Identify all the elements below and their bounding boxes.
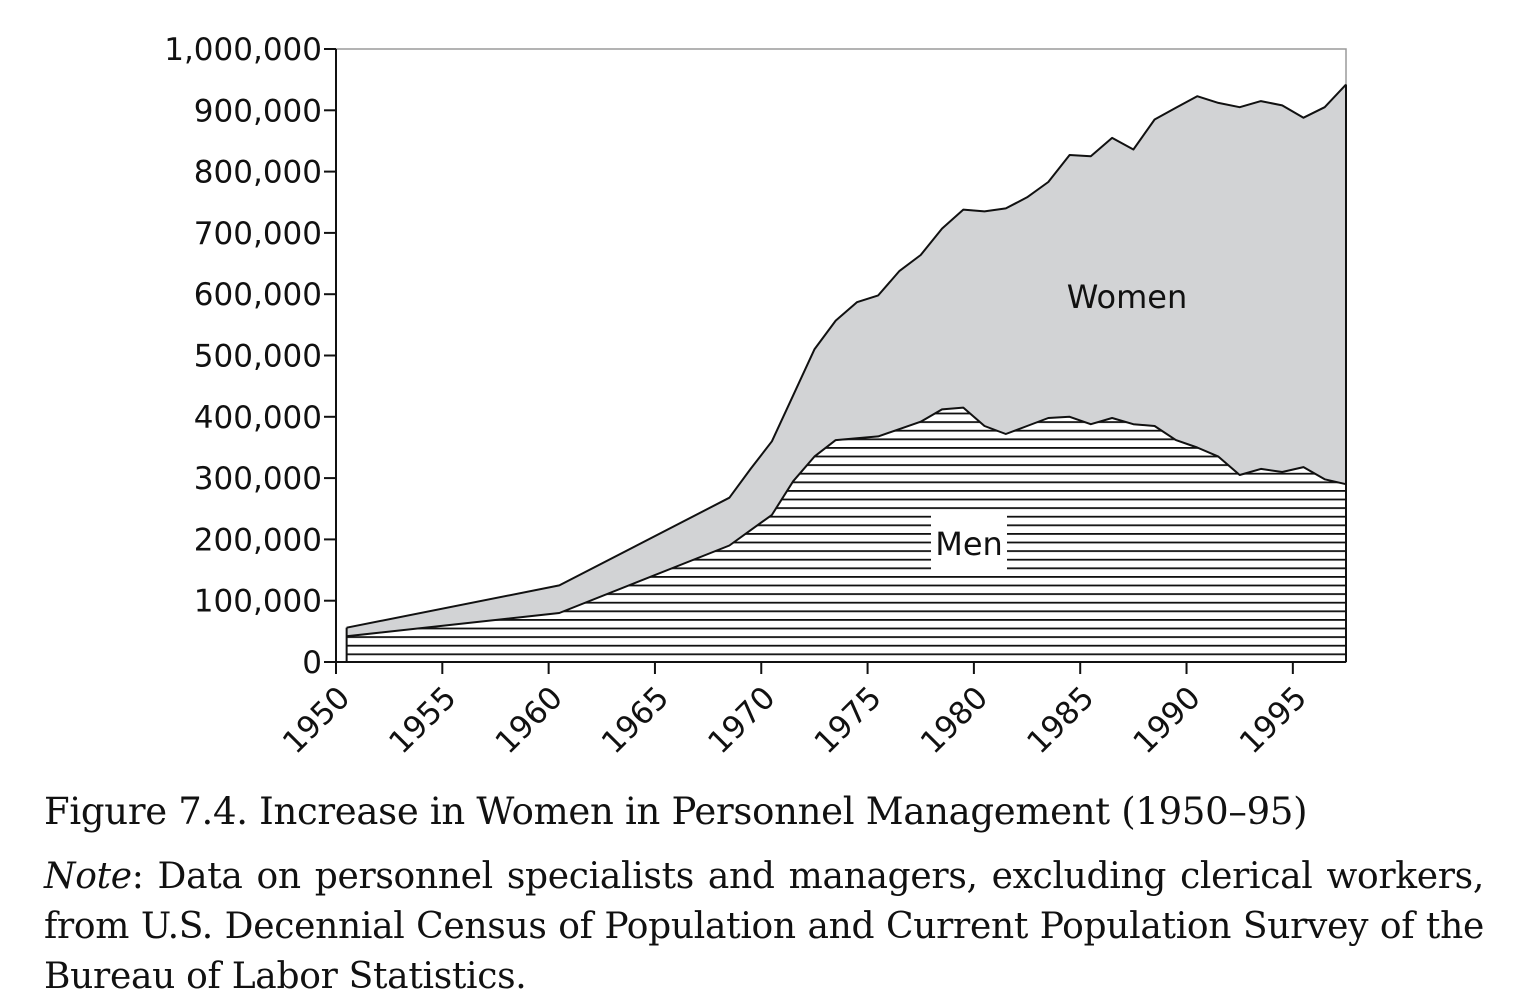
note-text: : Data on personnel specialists and mana… xyxy=(44,856,1484,997)
figure-caption: Figure 7.4. Increase in Women in Personn… xyxy=(44,790,1308,833)
x-tick-label: 1975 xyxy=(808,680,889,761)
x-tick-label: 1995 xyxy=(1233,680,1314,761)
figure-note: Note: Data on personnel specialists and … xyxy=(44,852,1484,1002)
note-label: Note xyxy=(44,856,132,897)
y-tick-label: 1,000,000 xyxy=(164,32,322,68)
women-area xyxy=(346,84,1347,637)
y-tick-label: 500,000 xyxy=(194,339,322,375)
x-tick-label: 1980 xyxy=(914,680,995,761)
y-tick-label: 300,000 xyxy=(194,461,322,497)
y-tick-label: 0 xyxy=(302,645,322,681)
men-label-box xyxy=(931,514,1007,572)
x-tick-label: 1990 xyxy=(1126,680,1207,761)
y-tick-label: 800,000 xyxy=(194,155,322,191)
area-chart: 0 100,000 200,000 300,000 400,000 500,000 600,… xyxy=(164,32,1347,761)
y-tick-label: 600,000 xyxy=(194,277,322,313)
y-tick-label: 100,000 xyxy=(194,584,322,620)
x-tick-label: 1965 xyxy=(595,680,676,761)
x-tick-label: 1955 xyxy=(382,680,463,761)
y-tick-label: 900,000 xyxy=(194,93,322,129)
men-label: Men xyxy=(935,525,1003,563)
x-tick-label: 1970 xyxy=(701,680,782,761)
men-top-line xyxy=(346,406,1347,638)
women-top-line xyxy=(346,83,1347,629)
y-tick-label: 200,000 xyxy=(194,522,322,558)
x-tick-label: 1985 xyxy=(1020,680,1101,761)
women-label: Women xyxy=(1067,278,1187,316)
x-tick-label: 1950 xyxy=(276,680,357,761)
x-tick-label: 1960 xyxy=(489,680,570,761)
y-tick-label: 700,000 xyxy=(194,216,322,252)
y-tick-label: 400,000 xyxy=(194,400,322,436)
